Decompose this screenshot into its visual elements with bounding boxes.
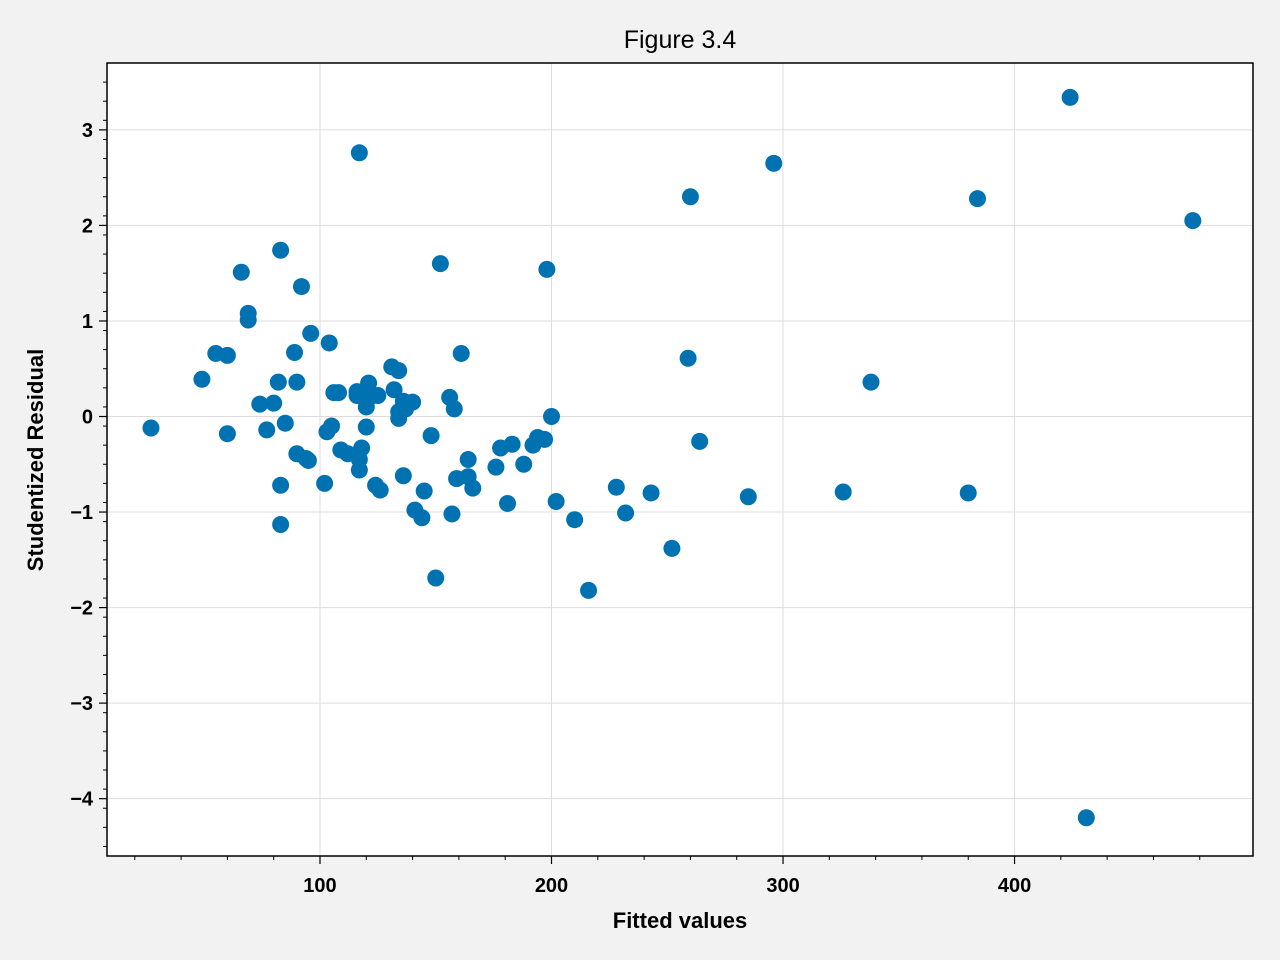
scatter-point: [272, 476, 290, 494]
scatter-point: [691, 432, 709, 450]
scatter-point: [617, 504, 635, 522]
scatter-point: [834, 483, 852, 501]
scatter-point: [232, 263, 250, 281]
scatter-point: [218, 425, 236, 443]
scatter-point: [272, 515, 290, 533]
scatter-point: [272, 241, 290, 259]
y-axis-label: Studentized Residual: [23, 349, 48, 571]
axis-ticks: 100 200 300 400 −4 −3 −2 −1 0 1 2 3: [70, 81, 1201, 897]
scatter-point: [487, 458, 505, 476]
grid-lines: [107, 63, 1253, 856]
scatter-point: [503, 435, 521, 453]
scatter-point: [251, 395, 269, 413]
x-axis-label: Fitted values: [613, 908, 747, 933]
x-tick-label: 400: [998, 875, 1031, 897]
scatter-point: [1077, 809, 1095, 827]
scatter-point: [452, 344, 470, 362]
scatter-point: [515, 455, 533, 473]
data-points: [142, 88, 1202, 827]
scatter-point: [681, 188, 699, 206]
scatter-point: [566, 511, 584, 529]
scatter-point: [547, 493, 565, 511]
y-tick-label: 3: [82, 120, 93, 142]
scatter-point: [445, 400, 463, 418]
scatter-point: [302, 324, 320, 342]
scatter-point: [360, 374, 378, 392]
scatter-point: [765, 154, 783, 172]
scatter-point: [538, 260, 556, 278]
scatter-point: [330, 384, 348, 402]
scatter-point: [415, 482, 433, 500]
x-tick-label: 200: [535, 875, 568, 897]
scatter-point: [959, 484, 977, 502]
y-tick-label: −4: [70, 789, 94, 811]
scatter-point: [580, 581, 598, 599]
scatter-point: [218, 346, 236, 364]
scatter-point: [286, 343, 304, 361]
scatter-point: [385, 381, 403, 399]
scatter-point: [459, 451, 477, 468]
scatter-point: [1184, 212, 1202, 230]
scatter-point: [394, 467, 412, 485]
scatter-point: [663, 539, 681, 557]
scatter-point: [350, 144, 368, 162]
scatter-point: [390, 362, 408, 380]
scatter-point: [239, 311, 257, 329]
scatter-point: [404, 393, 422, 411]
scatter-point: [968, 190, 986, 208]
scatter-point: [269, 373, 287, 391]
scatter-point: [371, 481, 389, 499]
scatter-point: [350, 461, 368, 479]
scatter-point: [862, 373, 880, 391]
scatter-point: [353, 439, 371, 457]
plot-frame: [106, 62, 1254, 857]
y-tick-label: −2: [70, 598, 93, 620]
scatter-point: [499, 494, 517, 512]
scatter-point: [276, 414, 294, 432]
scatter-point: [357, 418, 375, 436]
y-tick-label: 1: [82, 311, 93, 333]
y-tick-label: −3: [70, 693, 93, 715]
scatter-point: [323, 417, 341, 435]
scatter-point: [427, 569, 445, 587]
scatter-point: [413, 509, 431, 527]
y-tick-label: 2: [82, 215, 93, 237]
scatter-point: [292, 278, 310, 296]
scatter-point: [464, 479, 482, 497]
scatter-point: [320, 334, 338, 352]
scatter-point: [422, 427, 440, 445]
scatter-point: [1061, 88, 1079, 106]
scatter-point: [679, 349, 697, 367]
scatter-point: [739, 488, 757, 506]
scatter-point: [265, 394, 283, 412]
y-tick-label: 0: [82, 407, 93, 429]
scatter-point: [142, 419, 160, 437]
scatter-point: [607, 478, 625, 496]
scatter-point: [543, 408, 561, 426]
scatter-point: [443, 505, 461, 523]
scatter-point: [288, 373, 306, 391]
chart-title: Figure 3.4: [624, 26, 737, 54]
scatter-point: [431, 255, 449, 273]
scatter-point: [369, 386, 387, 404]
x-tick-label: 100: [303, 875, 336, 897]
scatter-point: [316, 474, 334, 492]
plot-area: [107, 63, 1253, 856]
x-tick-label: 300: [766, 875, 799, 897]
scatter-point: [536, 430, 554, 448]
scatter-point: [258, 421, 276, 439]
y-tick-label: −1: [70, 502, 93, 524]
scatter-point: [193, 370, 211, 388]
scatter-point: [299, 451, 317, 469]
scatter-point: [642, 484, 660, 502]
